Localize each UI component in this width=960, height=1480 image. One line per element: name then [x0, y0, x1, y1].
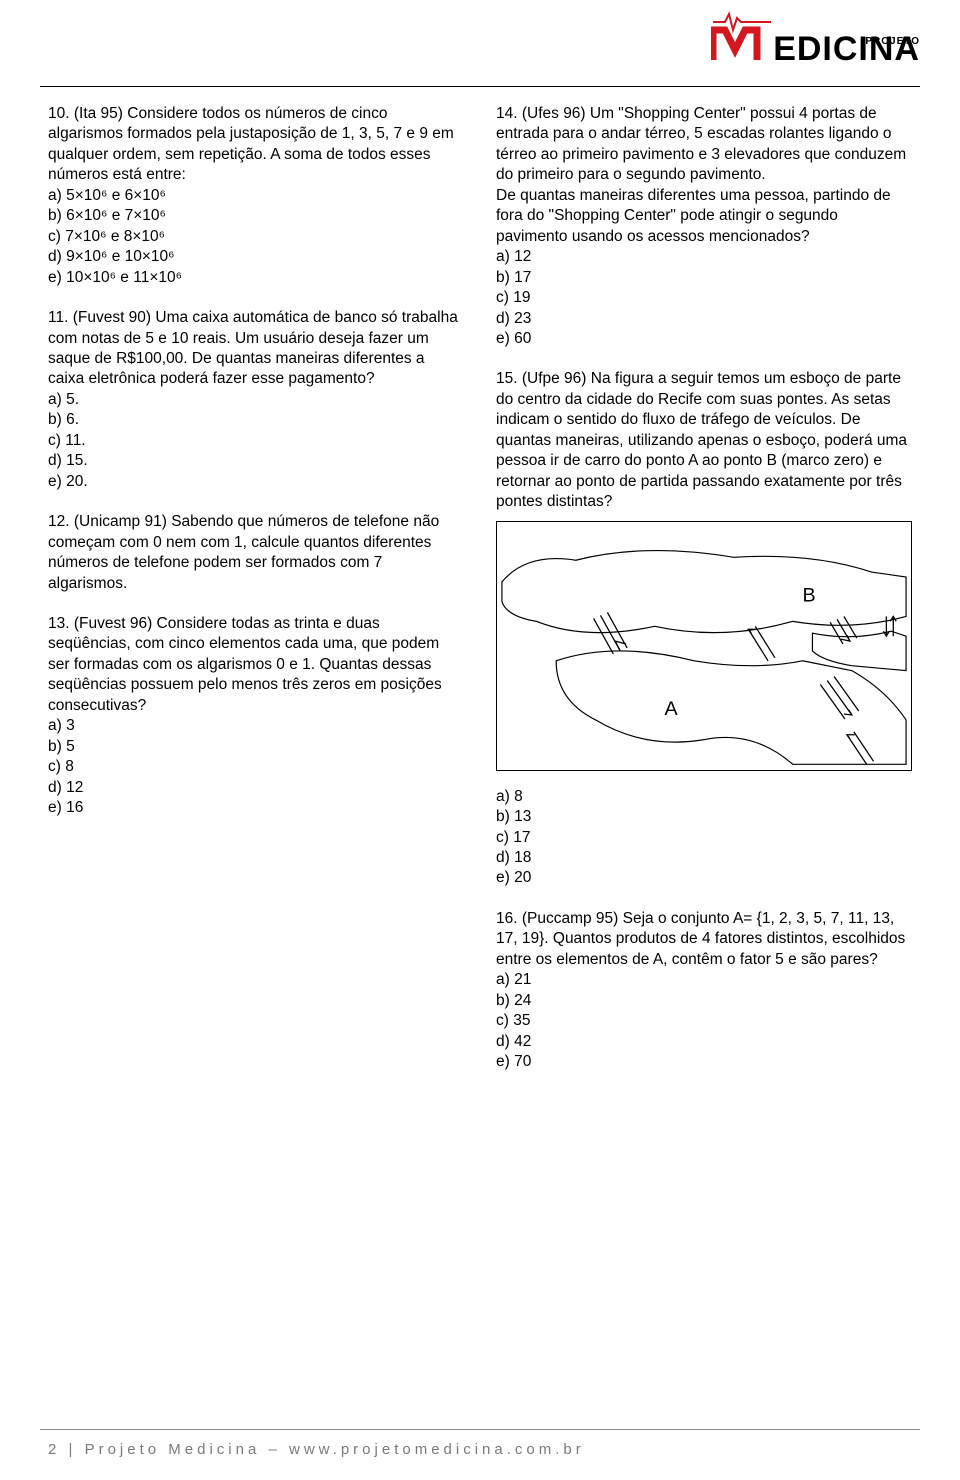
option-e: e) 60 — [496, 329, 912, 349]
option-b: b) 13 — [496, 807, 912, 827]
option-a: a) 5×10⁶ e 6×10⁶ — [48, 186, 464, 206]
left-column: 10. (Ita 95) Considere todos os números … — [48, 104, 464, 1093]
question-text: 11. (Fuvest 90) Uma caixa automática de … — [48, 308, 464, 390]
option-e: e) 16 — [48, 798, 464, 818]
option-c: c) 8 — [48, 757, 464, 777]
page-content: 10. (Ita 95) Considere todos os números … — [48, 104, 912, 1093]
header-rule — [40, 86, 920, 87]
option-d: d) 23 — [496, 309, 912, 329]
option-d: d) 42 — [496, 1032, 912, 1052]
question-text: 14. (Ufes 96) Um "Shopping Center" possu… — [496, 104, 912, 186]
map-svg-icon: B A — [497, 522, 911, 770]
option-b: b) 24 — [496, 991, 912, 1011]
option-c: c) 35 — [496, 1011, 912, 1031]
option-d: d) 15. — [48, 451, 464, 471]
question-text: 15. (Ufpe 96) Na figura a seguir temos u… — [496, 369, 912, 512]
option-c: c) 19 — [496, 288, 912, 308]
option-a: a) 21 — [496, 970, 912, 990]
question-12: 12. (Unicamp 91) Sabendo que números de … — [48, 512, 464, 594]
logo: PROJETO EDICINA — [711, 10, 920, 66]
footer-project: Projeto Medicina — [85, 1441, 261, 1458]
footer-rule — [40, 1429, 920, 1430]
option-e: e) 20. — [48, 472, 464, 492]
question-14: 14. (Ufes 96) Um "Shopping Center" possu… — [496, 104, 912, 349]
question-16: 16. (Puccamp 95) Seja o conjunto A= {1, … — [496, 909, 912, 1073]
question-text: 13. (Fuvest 96) Considere todas as trint… — [48, 614, 464, 716]
footer-dash: – — [260, 1441, 289, 1458]
map-diagram: B A — [496, 521, 912, 771]
page-footer: 2 | Projeto Medicina – www.projetomedici… — [48, 1441, 585, 1458]
footer-url: www.projetomedicina.com.br — [289, 1441, 585, 1458]
option-b: b) 17 — [496, 268, 912, 288]
option-e: e) 10×10⁶ e 11×10⁶ — [48, 268, 464, 288]
question-text: 12. (Unicamp 91) Sabendo que números de … — [48, 512, 464, 594]
option-b: b) 6. — [48, 410, 464, 430]
right-column: 14. (Ufes 96) Um "Shopping Center" possu… — [496, 104, 912, 1093]
option-e: e) 20 — [496, 868, 912, 888]
option-d: d) 12 — [48, 778, 464, 798]
option-b: b) 6×10⁶ e 7×10⁶ — [48, 206, 464, 226]
option-a: a) 3 — [48, 716, 464, 736]
option-d: d) 9×10⁶ e 10×10⁶ — [48, 247, 464, 267]
question-13: 13. (Fuvest 96) Considere todas as trint… — [48, 614, 464, 819]
footer-sep: | — [60, 1441, 84, 1458]
logo-m-icon — [711, 10, 773, 66]
diagram-label-a: A — [665, 698, 679, 720]
question-text-2: De quantas maneiras diferentes uma pesso… — [496, 186, 912, 247]
question-text: 10. (Ita 95) Considere todos os números … — [48, 104, 464, 186]
option-a: a) 8 — [496, 787, 912, 807]
page-number: 2 — [48, 1441, 60, 1458]
question-15: 15. (Ufpe 96) Na figura a seguir temos u… — [496, 369, 912, 888]
option-c: c) 11. — [48, 431, 464, 451]
logo-small-text: PROJETO — [865, 36, 920, 47]
option-c: c) 7×10⁶ e 8×10⁶ — [48, 227, 464, 247]
option-b: b) 5 — [48, 737, 464, 757]
option-a: a) 12 — [496, 247, 912, 267]
question-11: 11. (Fuvest 90) Uma caixa automática de … — [48, 308, 464, 492]
option-c: c) 17 — [496, 828, 912, 848]
diagram-label-b: B — [803, 584, 816, 606]
option-e: e) 70 — [496, 1052, 912, 1072]
question-text: 16. (Puccamp 95) Seja o conjunto A= {1, … — [496, 909, 912, 970]
option-d: d) 18 — [496, 848, 912, 868]
question-10: 10. (Ita 95) Considere todos os números … — [48, 104, 464, 288]
option-a: a) 5. — [48, 390, 464, 410]
